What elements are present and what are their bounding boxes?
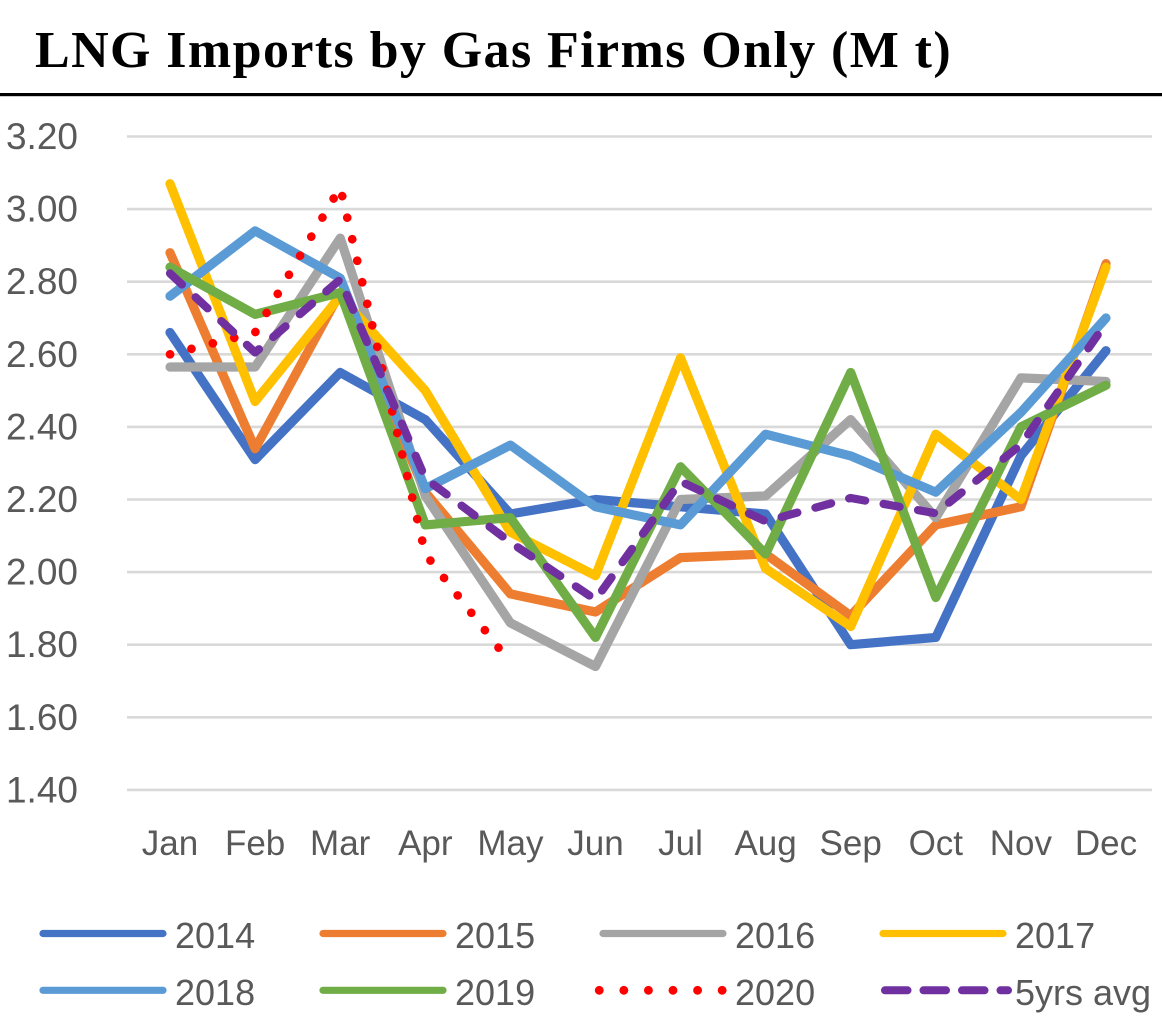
svg-text:3.00: 3.00 <box>6 189 78 230</box>
svg-text:Sep: Sep <box>820 824 882 863</box>
svg-text:2.80: 2.80 <box>6 261 78 302</box>
svg-text:Jan: Jan <box>142 824 198 863</box>
svg-text:Aug: Aug <box>734 824 796 863</box>
svg-text:1.60: 1.60 <box>6 697 78 738</box>
svg-text:Jul: Jul <box>658 824 703 863</box>
svg-text:2.60: 2.60 <box>6 334 78 375</box>
svg-text:May: May <box>477 824 544 863</box>
svg-text:1.80: 1.80 <box>6 624 78 665</box>
svg-text:2015: 2015 <box>455 915 535 956</box>
svg-text:2.00: 2.00 <box>6 552 78 593</box>
svg-text:2019: 2019 <box>455 972 535 1013</box>
svg-text:Dec: Dec <box>1075 824 1137 863</box>
svg-text:Oct: Oct <box>909 824 964 863</box>
svg-text:1.40: 1.40 <box>6 769 78 810</box>
svg-text:LNG Imports by Gas Firms Only: LNG Imports by Gas Firms Only (M t) <box>35 22 952 79</box>
svg-text:2017: 2017 <box>1015 915 1095 956</box>
svg-text:Jun: Jun <box>567 824 623 863</box>
svg-text:2016: 2016 <box>735 915 815 956</box>
svg-text:3.20: 3.20 <box>6 116 78 157</box>
svg-text:5yrs avg: 5yrs avg <box>1015 972 1151 1013</box>
svg-text:Nov: Nov <box>990 824 1053 863</box>
svg-text:Mar: Mar <box>310 824 371 863</box>
svg-text:2.40: 2.40 <box>6 406 78 447</box>
svg-text:2020: 2020 <box>735 972 815 1013</box>
svg-text:Feb: Feb <box>225 824 285 863</box>
svg-text:2014: 2014 <box>175 915 255 956</box>
svg-text:2018: 2018 <box>175 972 255 1013</box>
svg-text:Apr: Apr <box>398 824 453 863</box>
svg-text:2.20: 2.20 <box>6 479 78 520</box>
